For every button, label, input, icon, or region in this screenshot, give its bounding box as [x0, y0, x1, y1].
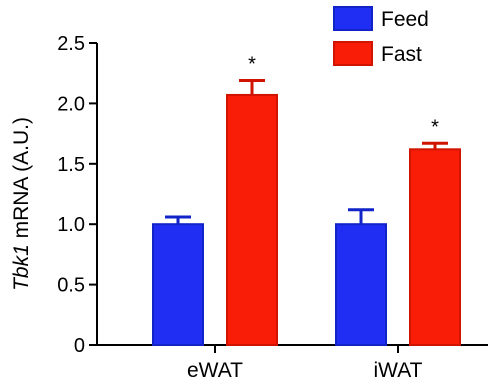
legend-label-feed: Feed — [381, 8, 429, 31]
bar-feed-ewat — [152, 223, 204, 346]
bar-fast-iwat — [409, 148, 461, 346]
y-tick-label: 1.0 — [57, 214, 85, 236]
y-axis-label-unit: mRNA (A.U.) — [10, 117, 33, 244]
significance-marker: * — [431, 116, 439, 138]
x-tick-label: iWAT — [374, 359, 423, 382]
legend-swatch-fast — [333, 41, 373, 66]
legend: Feed Fast — [333, 6, 429, 66]
bar-fast-ewat — [226, 93, 278, 346]
legend-swatch-feed — [333, 6, 373, 31]
y-tick-label: 0.5 — [57, 275, 85, 297]
x-tick-label: eWAT — [187, 359, 243, 382]
legend-label-fast: Fast — [381, 43, 422, 66]
significance-marker: * — [248, 53, 256, 75]
bars: ** — [152, 53, 461, 346]
y-axis-label: Tbk1 mRNA (A.U.) — [10, 117, 33, 291]
y-tick-label: 1.5 — [57, 154, 85, 176]
x-tick-labels: eWAT iWAT — [187, 345, 423, 382]
y-axis-label-gene: Tbk1 — [10, 244, 33, 291]
y-ticks: 0 0.5 1.0 1.5 2.0 2.5 — [57, 33, 97, 357]
bar-feed-iwat — [335, 223, 387, 346]
y-tick-label: 0 — [74, 335, 85, 357]
y-tick-label: 2.0 — [57, 93, 85, 115]
y-tick-label: 2.5 — [57, 33, 85, 55]
